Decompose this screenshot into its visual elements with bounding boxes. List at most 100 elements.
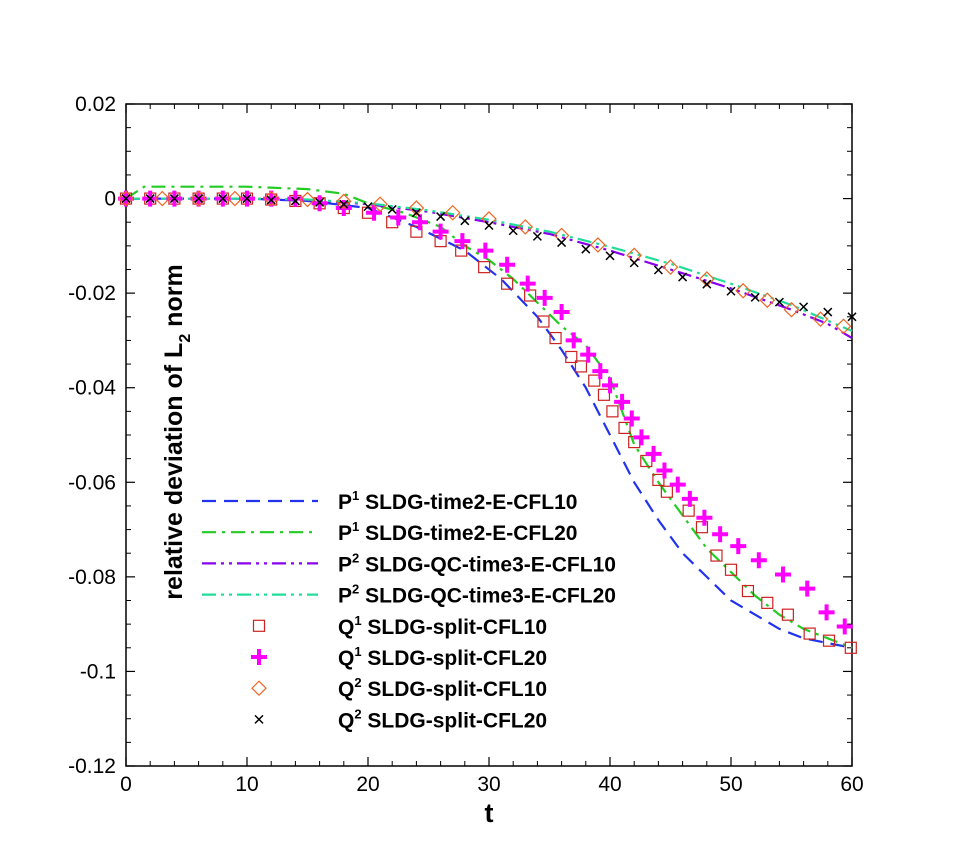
- data-point: [194, 194, 204, 204]
- x-tick-label: 50: [719, 773, 742, 796]
- data-point: [580, 346, 597, 363]
- data-point: [695, 521, 709, 534]
- data-point: [366, 204, 383, 221]
- data-point: [836, 618, 853, 635]
- data-point: [678, 272, 688, 282]
- data-point: [335, 193, 352, 210]
- y-axis-title: relative deviation of L2 norm: [160, 264, 194, 599]
- data-point: [818, 604, 835, 621]
- data-point: [759, 292, 776, 309]
- legend-label: P2 SLDG-QC-time3-E-CFL10: [338, 550, 616, 576]
- series-2: [125, 185, 853, 649]
- legend-item: P1 SLDG-time2-E-CFL10: [202, 488, 577, 514]
- data-point: [154, 190, 171, 207]
- data-point: [581, 244, 591, 254]
- legend-label-name: SLDG-time2-E-CFL10: [359, 491, 577, 514]
- data-point: [696, 509, 713, 526]
- data-point: [629, 258, 639, 268]
- data-point: [633, 429, 650, 446]
- data-point: [536, 289, 553, 306]
- x-tick-label: 20: [356, 773, 379, 796]
- data-point: [410, 225, 423, 238]
- legend-label: Q1 SLDG-split-CFL20: [338, 644, 547, 670]
- legend-item: Q2 SLDG-split-CFL10: [251, 675, 548, 701]
- data-point: [799, 302, 809, 312]
- legend-label-name: SLDG-split-CFL10: [362, 678, 548, 701]
- legend-label-name: SLDG-split-CFL20: [362, 709, 548, 732]
- legend-label-superscript: 1: [354, 613, 361, 628]
- x-tick-label: 40: [598, 773, 621, 796]
- data-point: [669, 476, 686, 493]
- data-point: [557, 238, 567, 248]
- data-point: [517, 219, 534, 235]
- data-point: [698, 271, 715, 287]
- data-point: [263, 190, 280, 207]
- data-point: [565, 350, 578, 364]
- data-point: [537, 315, 550, 328]
- data-point: [710, 549, 723, 562]
- data-point: [652, 473, 665, 487]
- data-point: [712, 526, 729, 543]
- series-6: [118, 190, 853, 635]
- legend-item: Q1 SLDG-split-CFL10: [252, 613, 548, 639]
- data-point: [574, 360, 588, 373]
- data-point: [315, 197, 325, 207]
- data-point: [590, 237, 606, 253]
- y-axis-title-main: relative deviation of L: [160, 343, 188, 600]
- legend-label-name: SLDG-QC-time3-E-CFL20: [359, 585, 616, 608]
- data-point: [761, 596, 774, 609]
- legend-label-name: SLDG-QC-time3-E-CFL10: [359, 553, 616, 576]
- legend-label-prefix: P: [338, 585, 352, 608]
- legend-label-superscript: 2: [352, 550, 359, 565]
- data-point: [190, 190, 207, 207]
- data-point: [741, 584, 755, 598]
- legend-item: P2 SLDG-QC-time3-E-CFL20: [202, 582, 616, 608]
- series-line: [126, 197, 853, 333]
- data-point: [387, 204, 397, 214]
- series-line: [126, 197, 853, 649]
- data-point: [847, 312, 857, 322]
- legend-item: P1 SLDG-time2-E-CFL20: [202, 519, 577, 545]
- data-point: [501, 277, 514, 290]
- data-point: [653, 265, 663, 275]
- legend-swatch-marker: [251, 649, 267, 665]
- data-point: [532, 231, 542, 241]
- legend-label-prefix: Q: [338, 616, 354, 639]
- y-tick-label: -0.12: [68, 755, 116, 778]
- data-point: [444, 204, 461, 221]
- y-tick-label: -0.02: [68, 282, 116, 305]
- legend-label: P2 SLDG-QC-time3-E-CFL20: [338, 582, 616, 608]
- data-point: [372, 196, 388, 213]
- data-point: [660, 485, 673, 498]
- data-point: [477, 242, 494, 259]
- data-point: [606, 405, 619, 418]
- data-point: [702, 279, 712, 289]
- legend-label-name: SLDG-split-CFL20: [362, 647, 548, 670]
- data-point: [363, 202, 373, 212]
- legend-label: P1 SLDG-time2-E-CFL10: [338, 488, 577, 514]
- legend-label-prefix: P: [338, 491, 352, 514]
- legend-label-name: SLDG-split-CFL10: [362, 616, 548, 639]
- y-axis-title-suffix: norm: [160, 264, 188, 333]
- data-point: [524, 289, 537, 302]
- data-point: [623, 410, 640, 427]
- legend-item: Q2 SLDG-split-CFL20: [254, 706, 548, 732]
- legend-swatch-marker: [251, 680, 267, 697]
- series-4: [126, 197, 853, 333]
- y-tick-label: -0.08: [68, 566, 116, 589]
- data-point: [822, 634, 836, 647]
- data-point: [656, 462, 673, 479]
- data-point: [602, 377, 618, 394]
- legend-swatch-marker: [252, 619, 266, 632]
- data-point: [750, 552, 767, 569]
- data-point: [227, 190, 243, 207]
- data-point: [508, 226, 518, 236]
- data-point: [118, 190, 134, 207]
- data-point: [263, 190, 280, 207]
- legend-label-superscript: 2: [352, 582, 359, 597]
- data-point: [436, 212, 446, 222]
- data-point: [614, 393, 631, 410]
- data-point: [169, 194, 179, 204]
